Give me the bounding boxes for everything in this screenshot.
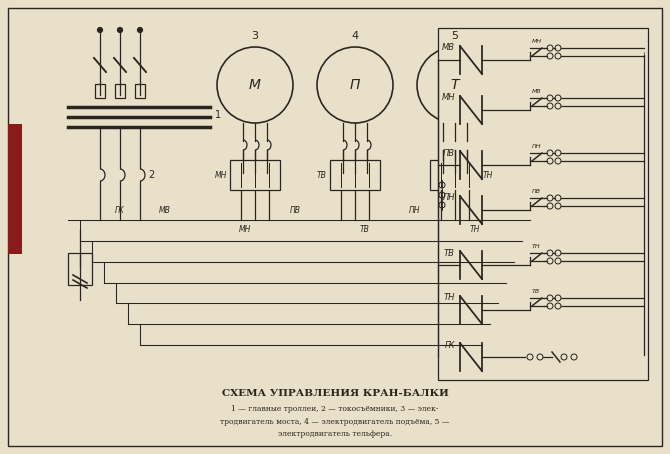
Circle shape	[547, 250, 553, 256]
Text: ТН: ТН	[532, 244, 541, 249]
Circle shape	[439, 182, 445, 188]
Text: ПН: ПН	[442, 193, 455, 202]
Circle shape	[547, 303, 553, 309]
Circle shape	[555, 53, 561, 59]
Circle shape	[547, 150, 553, 156]
Circle shape	[439, 192, 445, 198]
Text: Т: Т	[451, 78, 459, 92]
Text: ТН: ТН	[483, 171, 493, 179]
Text: ГК: ГК	[115, 206, 125, 215]
Text: ТН: ТН	[470, 225, 480, 234]
Bar	[68, 253, 92, 285]
Text: ТН: ТН	[444, 293, 455, 302]
Circle shape	[555, 203, 561, 209]
Circle shape	[547, 295, 553, 301]
Circle shape	[117, 28, 123, 33]
Circle shape	[555, 45, 561, 51]
Circle shape	[555, 195, 561, 201]
Text: СХЕМА УПРАВЛЕНИЯ КРАН-БАЛКИ: СХЕМА УПРАВЛЕНИЯ КРАН-БАЛКИ	[222, 389, 448, 398]
Text: ПН: ПН	[409, 206, 421, 215]
Circle shape	[547, 53, 553, 59]
Bar	[430, 160, 480, 190]
Circle shape	[547, 45, 553, 51]
Circle shape	[555, 103, 561, 109]
Text: ПВ: ПВ	[443, 148, 455, 158]
Circle shape	[98, 28, 103, 33]
Text: 5: 5	[452, 31, 458, 41]
Text: МН: МН	[532, 39, 542, 44]
Circle shape	[527, 354, 533, 360]
Text: П: П	[350, 78, 360, 92]
Circle shape	[537, 354, 543, 360]
Circle shape	[555, 258, 561, 264]
Circle shape	[417, 47, 493, 123]
Circle shape	[547, 158, 553, 164]
Circle shape	[555, 158, 561, 164]
Text: ПВ: ПВ	[532, 189, 541, 194]
Text: МН: МН	[442, 94, 455, 103]
Circle shape	[547, 203, 553, 209]
Bar	[135, 84, 145, 98]
Text: МН: МН	[239, 225, 251, 234]
Bar	[438, 28, 648, 380]
Text: МВ: МВ	[532, 89, 541, 94]
Circle shape	[547, 258, 553, 264]
Text: 3: 3	[251, 31, 259, 41]
Text: ПВ: ПВ	[289, 206, 301, 215]
Bar	[95, 84, 105, 98]
Text: МВ: МВ	[442, 44, 455, 53]
Text: ТВ: ТВ	[317, 171, 327, 179]
Text: 4: 4	[352, 31, 358, 41]
Text: тродвигатель моста, 4 — электродвигатель подъёма, 5 —: тродвигатель моста, 4 — электродвигатель…	[220, 418, 450, 426]
Text: М: М	[249, 78, 261, 92]
Text: 1 — главные троллеи, 2 — токосъёмники, 3 — элек-: 1 — главные троллеи, 2 — токосъёмники, 3…	[231, 405, 439, 413]
Circle shape	[571, 354, 577, 360]
Circle shape	[547, 195, 553, 201]
Text: МВ: МВ	[159, 206, 171, 215]
Circle shape	[561, 354, 567, 360]
Bar	[330, 160, 380, 190]
Circle shape	[547, 103, 553, 109]
Text: МН: МН	[214, 171, 227, 179]
Circle shape	[555, 303, 561, 309]
Bar	[115, 84, 125, 98]
Circle shape	[137, 28, 143, 33]
Text: 1: 1	[215, 110, 221, 120]
Bar	[230, 160, 280, 190]
Text: ТВ: ТВ	[532, 289, 540, 294]
Text: ПН: ПН	[532, 144, 541, 149]
Text: ТВ: ТВ	[444, 248, 455, 257]
Circle shape	[555, 250, 561, 256]
Bar	[8, 124, 22, 254]
Circle shape	[555, 95, 561, 101]
Text: 2: 2	[148, 170, 154, 180]
Circle shape	[547, 95, 553, 101]
Text: ТВ: ТВ	[360, 225, 370, 234]
Circle shape	[555, 150, 561, 156]
Circle shape	[555, 295, 561, 301]
Circle shape	[217, 47, 293, 123]
Circle shape	[439, 202, 445, 208]
Text: электродвигатель тельфера.: электродвигатель тельфера.	[278, 430, 392, 438]
Text: ГК: ГК	[444, 340, 455, 350]
Bar	[495, 342, 515, 358]
Circle shape	[317, 47, 393, 123]
